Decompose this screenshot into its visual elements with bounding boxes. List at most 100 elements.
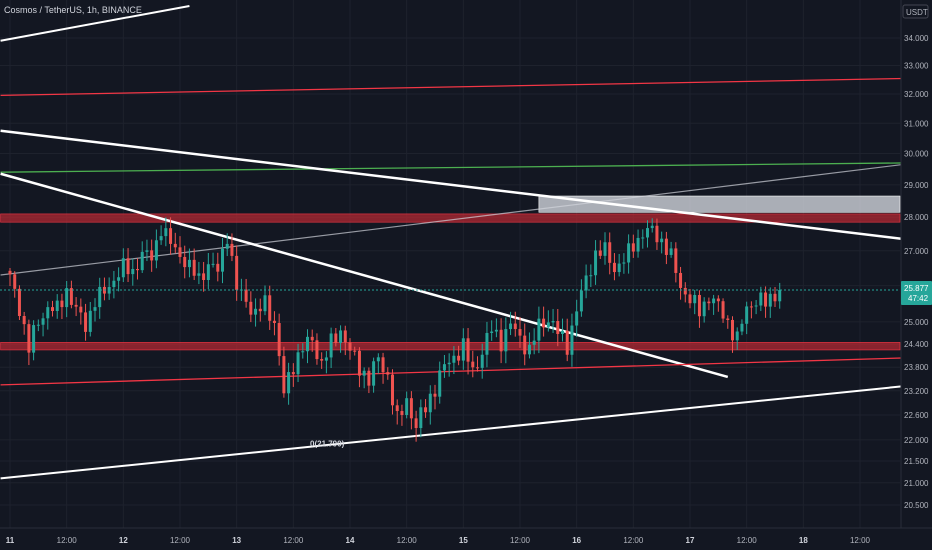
trendline-grey-line — [0, 162, 917, 276]
candle-body — [471, 361, 475, 368]
candle-body — [424, 407, 428, 413]
price-tag-box — [901, 280, 932, 305]
price-axis[interactable]: 34.000 33.000 32.000 31.000 30.000 29.000 28.0… — [900, 0, 932, 550]
candle-body — [8, 270, 12, 275]
candle-body — [381, 357, 385, 373]
currency-box-frame — [902, 4, 929, 19]
price-tick-label: 30.000 — [904, 150, 929, 159]
trendline-bottom-white — [0, 383, 917, 480]
candle-body — [735, 331, 739, 341]
price-tick-label: 29.000 — [904, 181, 929, 190]
candle-body — [612, 262, 616, 273]
candle-body — [136, 269, 139, 271]
candle-body — [60, 300, 64, 308]
candle-body — [192, 259, 196, 276]
time-tick-label: 12:00 — [623, 536, 644, 545]
candle-body — [537, 318, 541, 341]
candle-body — [169, 228, 173, 244]
candle-body — [178, 247, 182, 257]
candle-body — [405, 398, 409, 415]
trendline-desc-white-upper — [0, 129, 917, 242]
candle-body — [712, 298, 716, 304]
candle-body — [419, 407, 423, 429]
candle-body — [731, 319, 734, 341]
candles — [8, 217, 782, 442]
time-tick-label: 12:00 — [57, 536, 78, 545]
candle-body — [79, 306, 83, 313]
candle-body — [556, 321, 560, 334]
candle-body — [230, 243, 234, 256]
candle-body — [55, 300, 59, 312]
candle-body — [716, 298, 720, 302]
candle-body — [225, 243, 229, 249]
candle-body — [183, 256, 187, 268]
time-tick-label: 12:00 — [170, 536, 191, 545]
candle-body — [154, 240, 158, 261]
candle-body — [646, 228, 649, 238]
candle-body — [598, 250, 602, 256]
candle-body — [461, 338, 465, 361]
candle-body — [140, 251, 144, 271]
candle-body — [721, 301, 725, 319]
candle-body — [589, 275, 593, 277]
low-annotation-text: 0(21.790) — [310, 440, 345, 449]
candle-body — [603, 242, 607, 256]
candle-body — [258, 308, 262, 312]
candle-body — [32, 325, 36, 353]
candle-body — [707, 301, 711, 304]
candle-body — [287, 372, 291, 394]
candle-body — [36, 324, 40, 326]
time-tick-label: 13 — [232, 536, 241, 545]
candle-body — [112, 280, 116, 288]
candle-body — [69, 288, 73, 305]
candle-body — [452, 355, 456, 363]
candle-body — [164, 228, 168, 237]
candle-body — [660, 238, 664, 243]
candle-body — [490, 331, 494, 333]
candle-body — [447, 362, 451, 365]
price-tick-label: 21.000 — [904, 479, 929, 488]
price-tick-label: 31.000 — [904, 119, 929, 128]
candle-body — [145, 250, 149, 252]
time-tick-label: 17 — [686, 536, 695, 545]
candle-body — [688, 294, 692, 304]
candle-body — [249, 301, 253, 315]
price-tick-label: 32.000 — [904, 90, 929, 99]
candle-body — [386, 372, 390, 375]
candle-body — [655, 225, 659, 243]
candle-body — [150, 250, 154, 261]
candle-body — [277, 323, 281, 357]
candle-body — [466, 338, 470, 362]
candle-body — [594, 250, 598, 276]
candle-body — [561, 330, 564, 334]
time-tick-label: 12:00 — [283, 536, 304, 545]
trendlines — [0, 5, 917, 480]
candle-body — [674, 248, 678, 273]
trendline-red-support-low — [0, 356, 917, 386]
time-axis[interactable]: 11 12:00 12 12:00 13 12:00 14 12:00 15 12:00 16 12:… — [0, 527, 932, 545]
candle-body — [697, 294, 701, 317]
candle-body — [636, 237, 640, 252]
candle-body — [546, 322, 550, 328]
currency-label[interactable]: USDT — [902, 4, 929, 19]
candle-body — [438, 370, 442, 397]
price-tick-label: 34.000 — [904, 34, 929, 43]
candle-body — [51, 307, 54, 312]
candle-body — [367, 370, 371, 386]
candle-body — [754, 305, 758, 307]
candle-body — [650, 225, 654, 229]
price-tick-label: 28.000 — [904, 213, 929, 222]
trendline-desc-white-lower — [0, 172, 729, 379]
price-tick-label: 20.500 — [904, 501, 929, 510]
candle-body — [494, 329, 498, 332]
currency-text: USDT — [906, 8, 928, 17]
candle-body — [268, 295, 272, 321]
candle-body — [391, 374, 394, 406]
candle-body — [584, 275, 588, 291]
price-tick-label: 22.600 — [904, 411, 929, 420]
candle-body — [693, 294, 697, 304]
candle-body — [324, 357, 328, 361]
time-tick-label: 18 — [799, 536, 808, 545]
